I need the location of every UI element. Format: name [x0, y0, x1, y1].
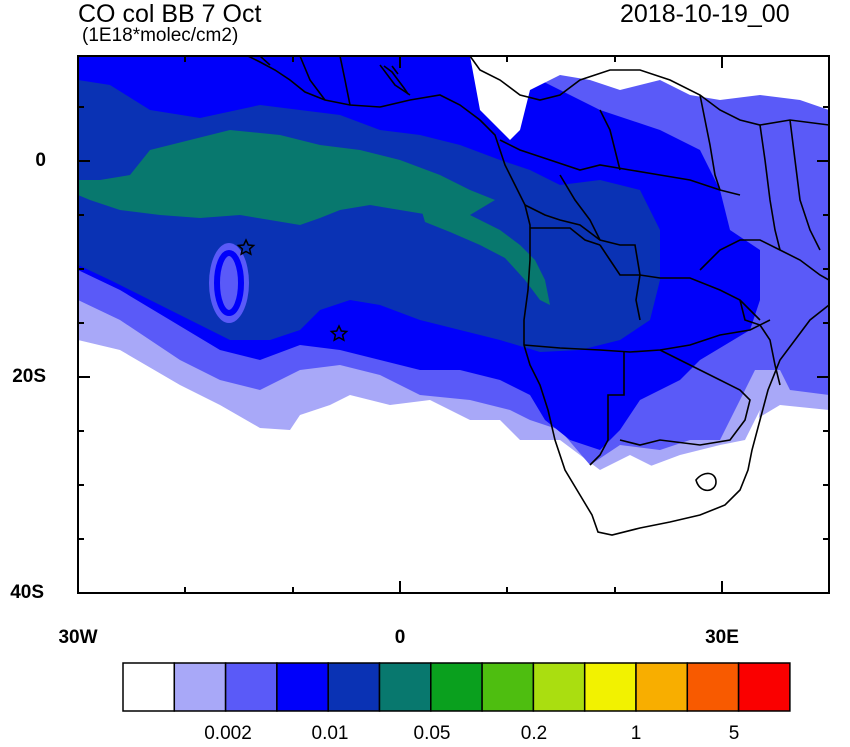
colorbar-swatch-2 [224, 662, 278, 712]
colorbar-swatch-5 [378, 662, 432, 712]
colorbar-label-3: 0.2 [520, 723, 548, 744]
colorbar-label-2: 0.05 [413, 723, 451, 744]
colorbar-swatch-11 [686, 662, 740, 712]
land-no-data-north [470, 56, 829, 140]
colorbar-swatch-4 [327, 662, 381, 712]
colorbar-swatch-12 [737, 662, 791, 712]
co-concentration-field [78, 56, 829, 535]
colorbar-label-0: 0.002 [204, 723, 252, 744]
star-marker-2 [329, 324, 349, 342]
land-no-data-south [595, 410, 760, 535]
x-tick-label-0: 0 [394, 627, 406, 648]
map-title: CO col BB 7 Oct [78, 0, 262, 28]
map-frame [77, 55, 830, 594]
units-label: (1E18*molec/cm2) [82, 25, 239, 46]
axis-ticks [78, 56, 829, 593]
star-marker-1 [236, 238, 256, 256]
colorbar-swatch-1 [173, 662, 227, 712]
datetime-label: 2018-10-19_00 [620, 0, 790, 28]
y-tick-label-0: 0 [35, 150, 46, 171]
colorbar-swatch-8 [532, 662, 586, 712]
colorbar-swatch-3 [276, 662, 329, 712]
y-tick-label-40s: 40S [10, 582, 44, 603]
colorbar-swatch-0 [122, 662, 176, 712]
colorbar [122, 662, 791, 712]
x-tick-label-30w: 30W [58, 627, 98, 648]
colorbar-label-5: 5 [728, 723, 740, 744]
x-tick-label-30e: 30E [705, 627, 739, 648]
coastlines-and-borders [247, 56, 829, 536]
colorbar-label-1: 0.01 [311, 723, 349, 744]
colorbar-swatch-9 [583, 662, 637, 712]
y-tick-label-20s: 20S [12, 366, 46, 387]
contour-level-5 [78, 130, 495, 225]
low-concentration-ellipse-outer [214, 250, 244, 316]
colorbar-swatch-10 [635, 662, 689, 712]
colorbar-swatch-7 [481, 662, 535, 712]
colorbar-swatch-6 [430, 662, 483, 712]
colorbar-label-4: 1 [630, 723, 642, 744]
contour-level-5b [420, 205, 550, 305]
